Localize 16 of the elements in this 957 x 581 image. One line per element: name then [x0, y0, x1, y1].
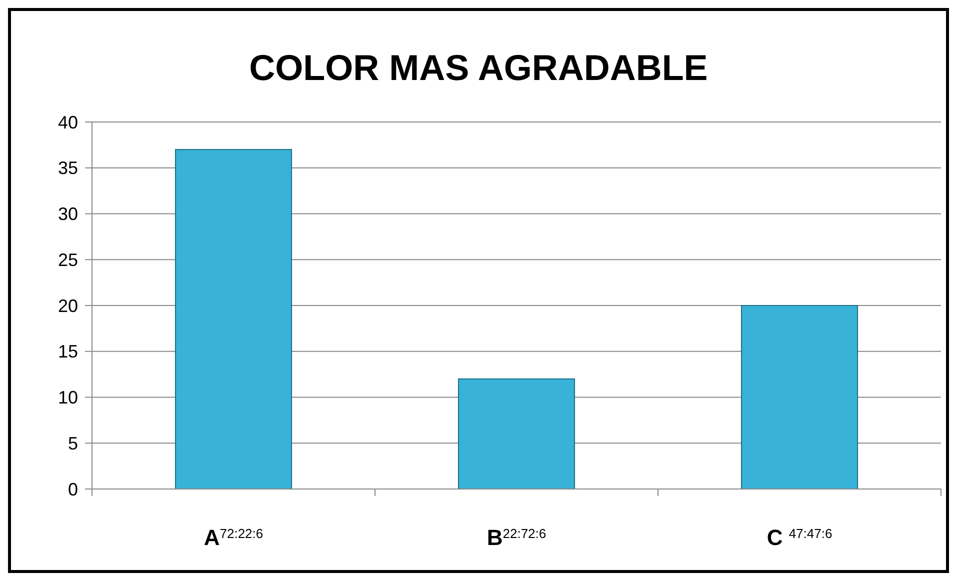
y-tick-label: 15 [58, 342, 78, 362]
y-tick-label: 35 [58, 158, 78, 178]
y-tick-label: 10 [58, 388, 78, 408]
x-tick-label: B$^{22:72:6}$ [486, 525, 546, 550]
y-tick-label: 5 [68, 433, 78, 454]
bar [458, 378, 576, 490]
chart-title: COLOR MAS AGRADABLE [249, 47, 708, 88]
bar [740, 305, 858, 490]
x-tick-label: A$^{72:22:6}$ [204, 525, 264, 550]
y-tick-label: 0 [68, 479, 78, 500]
y-tick-label: 25 [58, 250, 78, 270]
y-tick-label: 20 [58, 296, 78, 316]
y-tick-label: 30 [58, 204, 78, 224]
x-tick-label: C $^{47:47:6}$ [766, 525, 832, 550]
y-tick-label: 40 [58, 112, 78, 132]
bar [174, 149, 292, 490]
